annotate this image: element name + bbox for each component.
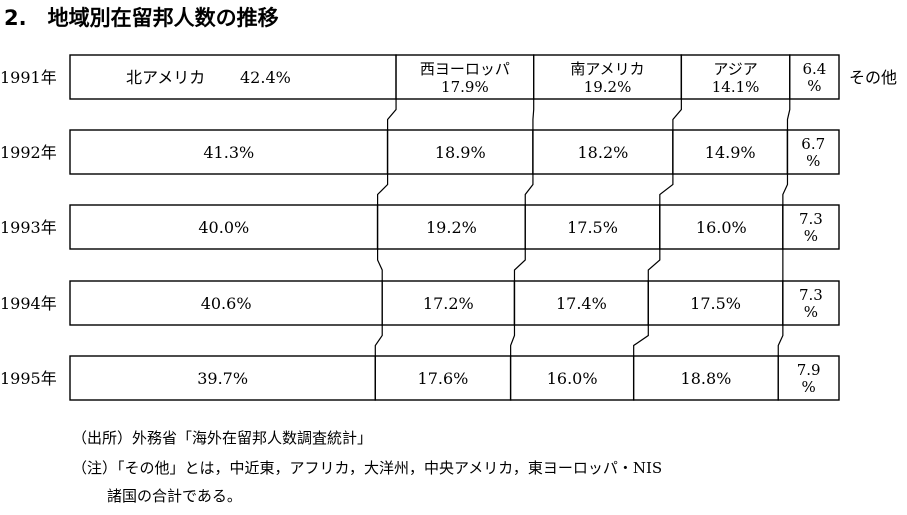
value-label: 42.4%	[240, 68, 291, 87]
bar-segment	[789, 54, 840, 100]
value-label-unit: %	[801, 378, 815, 396]
value-label-unit: %	[807, 77, 821, 95]
bar-segment	[376, 204, 526, 250]
value-label: 6.4	[802, 60, 826, 78]
value-label: 18.9%	[435, 143, 486, 162]
bar-segment	[69, 355, 376, 401]
value-label: 7.3	[799, 210, 823, 228]
value-label: 17.6%	[418, 369, 469, 388]
bar-segment	[509, 355, 635, 401]
connector-line	[513, 249, 526, 281]
connector-line	[777, 325, 784, 356]
bar-segment	[381, 280, 516, 326]
value-label: 17.5%	[567, 218, 618, 237]
bar-segment	[532, 129, 674, 175]
footnote: （注）「その他」とは，中近東，アフリカ，大洋州，中央アメリカ，東ヨーロッパ・NI…	[72, 459, 663, 477]
value-label: 16.0%	[696, 218, 747, 237]
year-label: 1994年	[0, 294, 57, 313]
bar-segment	[782, 280, 840, 326]
bar-segment	[374, 355, 512, 401]
year-label: 1991年	[0, 68, 57, 87]
bar-segment	[69, 204, 379, 250]
connector-line	[377, 174, 389, 205]
value-label: 40.0%	[198, 218, 249, 237]
value-label: 41.3%	[203, 143, 254, 162]
source-note: （出所）外務省「海外在留邦人数調査統計」	[72, 429, 373, 447]
bar-segment	[69, 54, 397, 100]
connector-line	[532, 99, 535, 130]
series-name-label-other: その他	[849, 68, 897, 87]
value-label: 14.9%	[705, 143, 756, 162]
value-label: 14.1%	[712, 78, 760, 96]
value-label: 6.7	[801, 135, 825, 153]
value-label: 7.3	[799, 286, 823, 304]
connector-line	[374, 325, 383, 356]
connector-line	[647, 249, 661, 281]
connector-line	[633, 325, 649, 356]
series-name-label: 北アメリカ	[126, 68, 205, 87]
connector-line	[510, 325, 516, 356]
year-label: 1993年	[0, 218, 57, 237]
connector-line	[524, 174, 534, 205]
footnote-continued: 諸国の合計である。	[107, 487, 242, 505]
value-label: 17.5%	[690, 294, 741, 313]
value-label-unit: %	[804, 227, 818, 245]
series-name-label: 南アメリカ	[570, 60, 644, 78]
connector-line	[659, 174, 674, 205]
value-label: 19.2%	[426, 218, 477, 237]
bar-segment	[782, 204, 840, 250]
connector-line	[377, 249, 383, 281]
year-label: 1995年	[0, 369, 57, 388]
connector-line	[786, 99, 791, 130]
bar-segment	[69, 129, 389, 175]
value-label: 17.2%	[423, 294, 474, 313]
page-title: 2. 地域別在留邦人数の推移	[4, 6, 279, 30]
value-label: 17.4%	[556, 294, 607, 313]
bar-segment	[672, 129, 789, 175]
connector-line	[672, 99, 682, 130]
bar-segment	[533, 54, 683, 100]
value-label-unit: %	[804, 303, 818, 321]
bar-segment	[777, 355, 840, 401]
bar-segment	[395, 54, 535, 100]
value-label-unit: %	[806, 152, 820, 170]
value-label: 16.0%	[547, 369, 598, 388]
bar-segment	[786, 129, 840, 175]
bar-segment	[386, 129, 534, 175]
bar-segment	[680, 54, 791, 100]
value-label: 39.7%	[197, 369, 248, 388]
year-label: 1992年	[0, 143, 57, 162]
value-label: 40.6%	[201, 294, 252, 313]
value-label: 18.2%	[578, 143, 629, 162]
value-label: 7.9	[797, 361, 821, 379]
connector-line	[386, 99, 397, 130]
series-name-label: アジア	[713, 60, 757, 78]
connector-line	[782, 174, 789, 205]
series-name-label: 西ヨーロッパ	[420, 60, 510, 78]
value-label: 19.2%	[584, 78, 632, 96]
value-label: 17.9%	[441, 78, 489, 96]
value-label: 18.8%	[681, 369, 732, 388]
